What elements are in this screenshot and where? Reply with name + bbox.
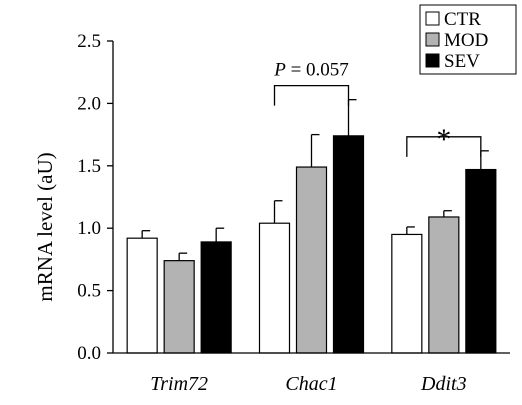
- legend-swatch-ctr: [425, 11, 440, 26]
- significance-bracket: [273, 85, 350, 106]
- significance-bracket: [406, 136, 482, 157]
- y-axis-label: mRNA level (aU): [33, 152, 57, 301]
- legend-swatch-sev: [425, 53, 440, 68]
- y-tick-label: 1.5: [77, 156, 101, 177]
- y-tick-label: 1.0: [77, 218, 101, 239]
- y-tick-label: 0.5: [77, 281, 101, 302]
- bar-sev: [200, 241, 232, 354]
- x-category-label: Ddit3: [420, 373, 467, 395]
- y-tick-label: 2.0: [77, 93, 101, 114]
- bar-ctr: [391, 233, 423, 354]
- legend-label-ctr: CTR: [444, 9, 481, 30]
- y-tick-label: 2.5: [77, 31, 101, 52]
- bar-ctr: [258, 222, 291, 354]
- legend-label-mod: MOD: [444, 30, 488, 51]
- bar-sev: [332, 135, 365, 354]
- bar-sev: [465, 168, 497, 354]
- y-tick-label: 0.0: [77, 343, 101, 364]
- bar-mod: [163, 260, 195, 354]
- x-category-label: Chac1: [285, 373, 337, 395]
- legend-swatch-mod: [425, 32, 440, 47]
- significance-label: P = 0.057: [273, 60, 349, 81]
- bar-ctr: [126, 237, 158, 354]
- legend-label-sev: SEV: [444, 51, 480, 72]
- significance-label: *: [436, 123, 451, 156]
- x-category-label: Trim72: [150, 373, 208, 395]
- bar-mod: [295, 166, 328, 354]
- bar-mod: [428, 216, 460, 354]
